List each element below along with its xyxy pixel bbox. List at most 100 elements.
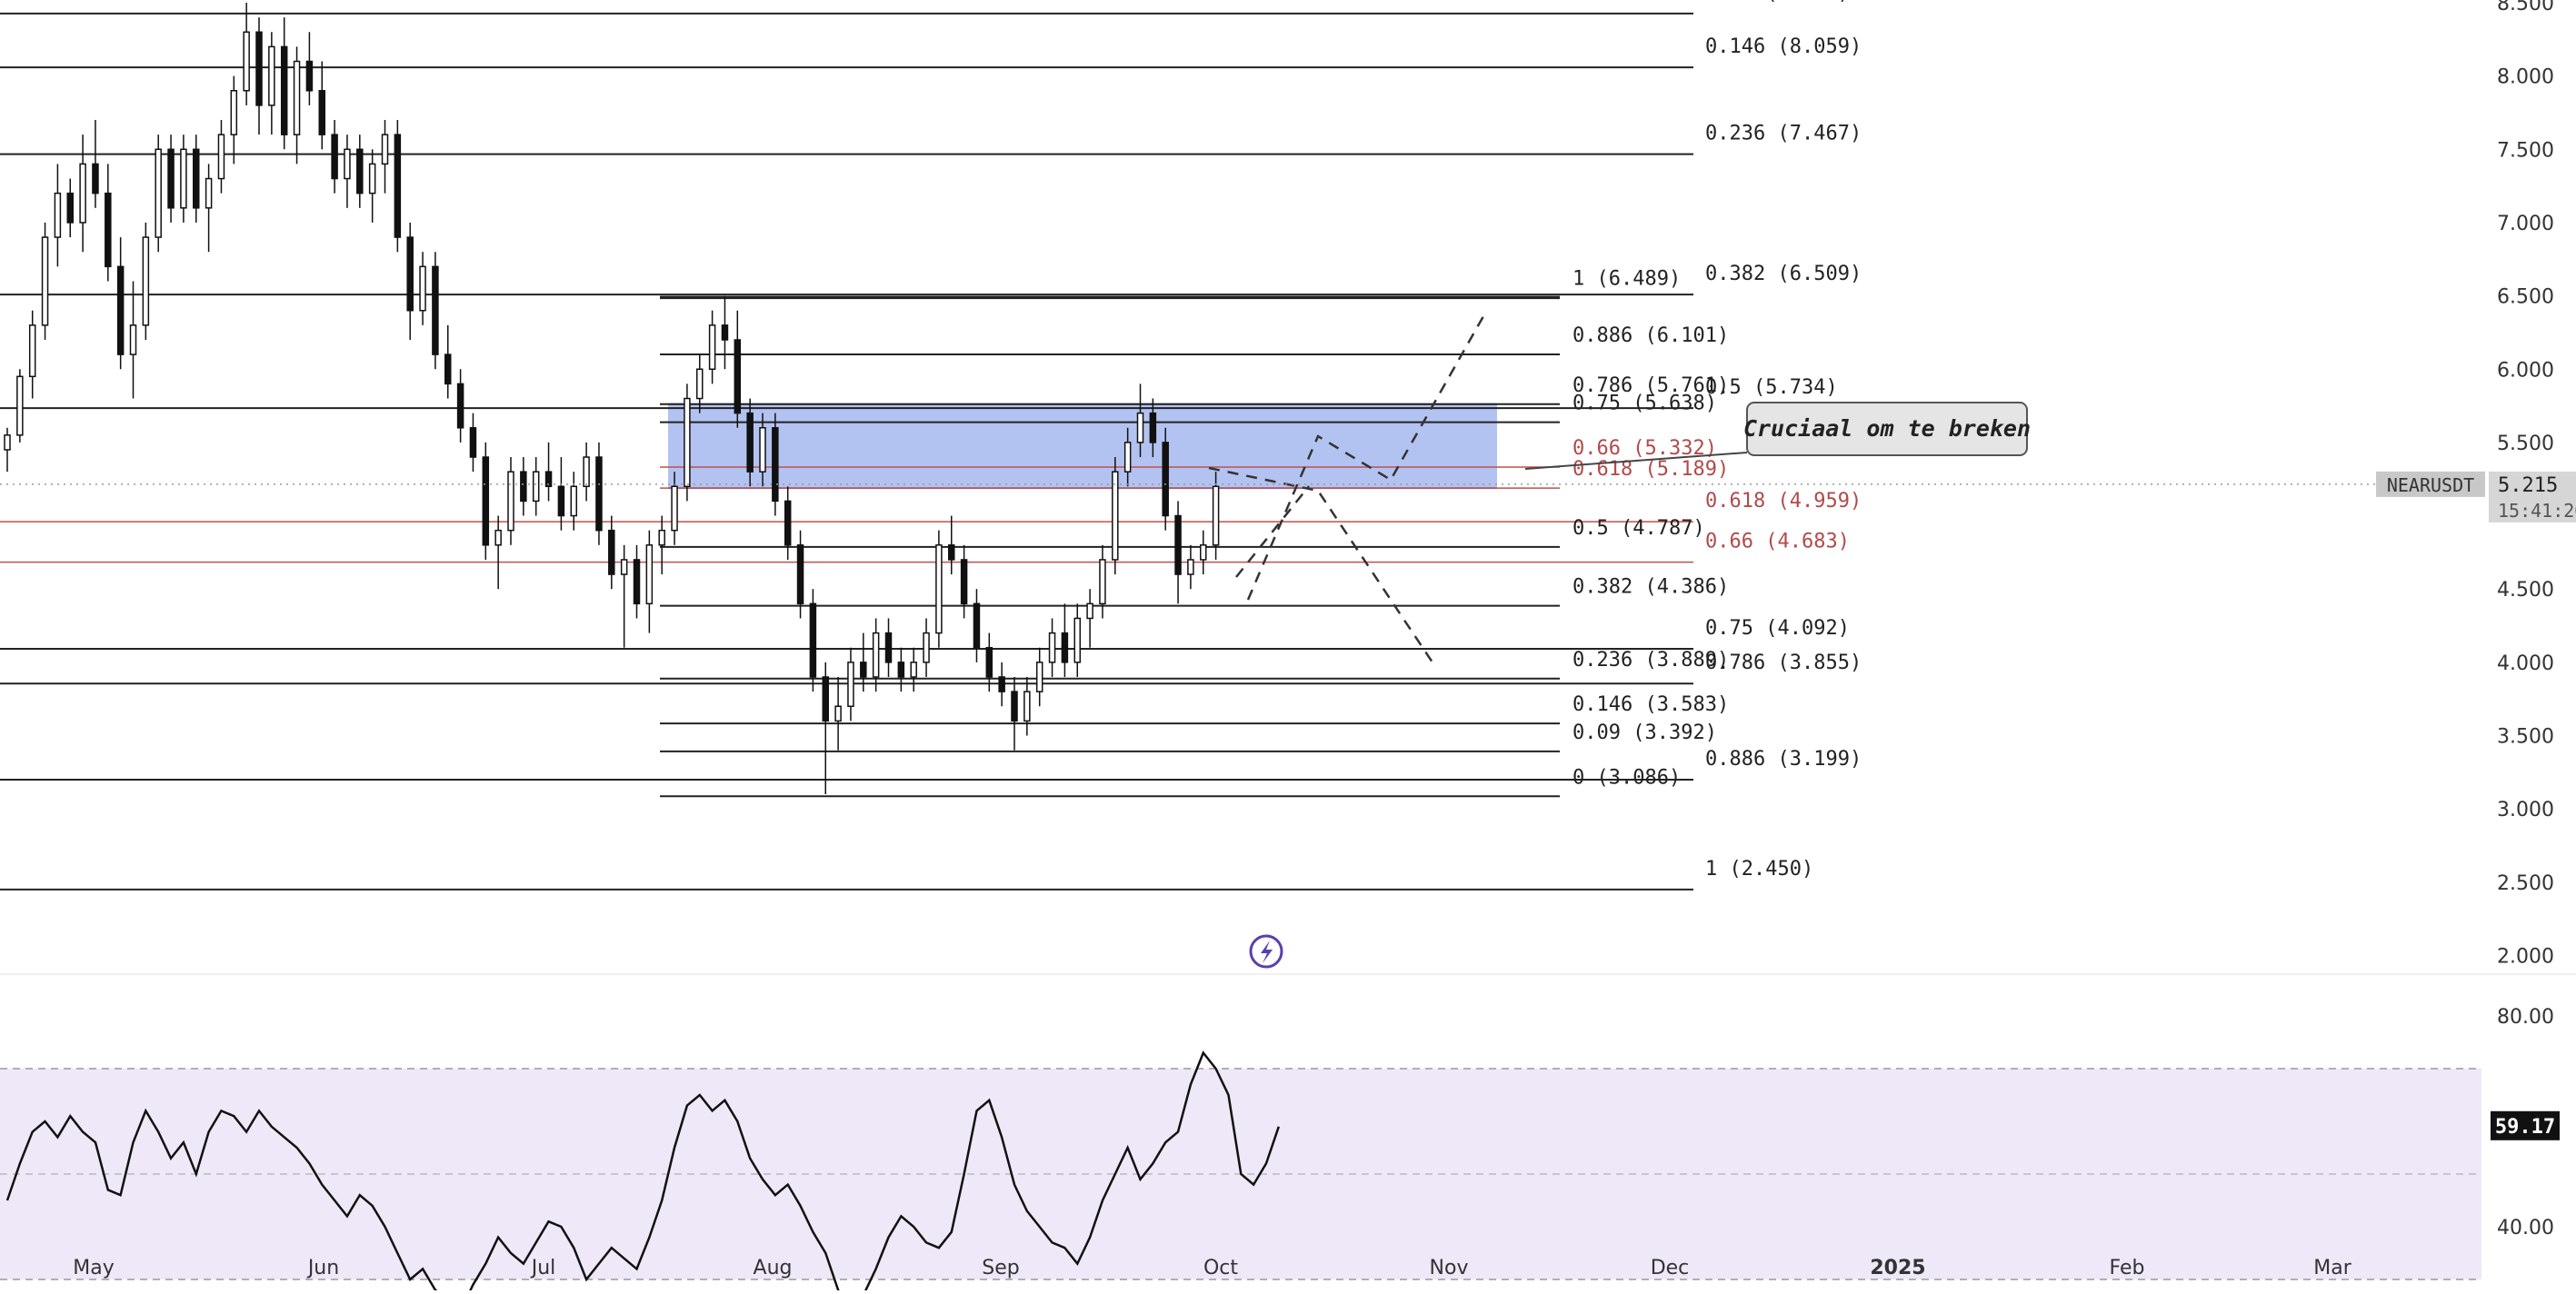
candle-body (1099, 559, 1106, 605)
fib-right-label: 0.75 (5.638) (1573, 393, 1717, 415)
fib-left-label: 0.236 (7.467) (1705, 123, 1862, 145)
time-axis-label: Mar (2313, 1257, 2351, 1279)
candle-body (684, 397, 691, 488)
candle-body (293, 60, 301, 135)
candle-body (544, 471, 553, 488)
highlight-zone (668, 403, 1497, 489)
price-axis-tick: 3.000 (2497, 799, 2554, 821)
candle-body (1011, 691, 1018, 722)
candle-body (155, 148, 162, 238)
candle-body (41, 236, 49, 326)
fib-left-label: 0.146 (8.059) (1705, 35, 1862, 58)
candle-body (1187, 559, 1194, 575)
candle-body (834, 705, 842, 722)
candle-body (167, 148, 175, 209)
lightning-icon-glyph (1261, 941, 1273, 963)
candle-body (923, 632, 930, 663)
candle-body (1048, 632, 1056, 663)
candle-body (230, 90, 238, 135)
candle-body (268, 45, 275, 106)
callout-box (1746, 402, 2028, 456)
fib-left-label: 0.618 (4.959) (1705, 490, 1862, 513)
candle-body (129, 324, 137, 355)
price-axis-tick: 7.500 (2497, 139, 2554, 162)
candle-body (985, 646, 993, 678)
callout-pointer (1524, 452, 1748, 470)
projection-up-path (1246, 315, 1485, 601)
candle-body (708, 324, 716, 370)
candle-body (998, 676, 1005, 692)
candle-body (620, 559, 628, 575)
time-axis-label: Feb (2110, 1257, 2145, 1279)
candle-body (1174, 514, 1182, 575)
price-axis-tick: 5.500 (2497, 433, 2554, 455)
candle-body (205, 177, 213, 209)
candle-body (482, 456, 490, 546)
fib-right-label: 0.09 (3.392) (1573, 722, 1717, 744)
candle-body (658, 529, 665, 546)
candle-body (318, 90, 325, 135)
price-axis-tick: 6.000 (2497, 359, 2554, 382)
fib-right-label: 0 (3.086) (1573, 766, 1681, 789)
candle-body (432, 265, 439, 355)
callout-text: Cruciaal om te breken (1743, 415, 2031, 442)
fib-left-label: 0.5 (5.734) (1705, 376, 1838, 399)
price-axis-tick: 2.000 (2497, 945, 2554, 968)
candle-body (759, 427, 766, 473)
price-axis-tick: 8.000 (2497, 66, 2554, 89)
candle-body (772, 427, 779, 503)
candle-body (884, 632, 893, 663)
candle-body (570, 485, 577, 517)
price-axis-tick: 2.500 (2497, 872, 2554, 895)
price-axis-tick: 4.000 (2497, 652, 2554, 675)
candle-body (456, 383, 464, 429)
fib-right-label: 1 (6.489) (1573, 267, 1681, 290)
candle-body (1023, 691, 1031, 722)
fib-left-label: 0.382 (6.509) (1705, 263, 1862, 285)
price-axis-tick: 6.500 (2497, 286, 2554, 309)
candle-body (507, 471, 514, 532)
rsi-axis-tick: 40.00 (2497, 1217, 2554, 1239)
price-axis-tick: 8.500 (2497, 0, 2554, 15)
projection-mid-path (1235, 485, 1310, 578)
fib-right-label: 0.618 (5.189) (1573, 458, 1729, 481)
symbol-tag (2376, 471, 2485, 497)
time-axis-label: 2025 (1870, 1257, 1925, 1279)
time-axis-label: Nov (1430, 1257, 1469, 1279)
candle-body (872, 632, 880, 678)
fib-left-label: 0.786 (3.855) (1705, 652, 1862, 674)
candle-body (532, 471, 540, 503)
fib-left-label: 0.886 (3.199) (1705, 748, 1862, 771)
last-price-tag (2489, 471, 2576, 523)
candle-body (809, 602, 817, 678)
candle-body (4, 434, 11, 451)
candle-body (494, 529, 502, 546)
time-axis-label: May (73, 1257, 114, 1279)
fib-left-label: 0.75 (4.092) (1705, 617, 1850, 640)
candle-body (116, 265, 125, 355)
candle-body (583, 456, 590, 488)
candle-body (935, 544, 943, 634)
fib-right-label: 0.5 (4.787) (1573, 517, 1705, 540)
candle-body (671, 485, 678, 532)
candle-body (1212, 485, 1220, 546)
rsi-last-tag (2491, 1110, 2560, 1140)
candle-body (28, 324, 36, 378)
projection-down-path (1208, 466, 1438, 669)
rsi-last-label: 59.17 (2495, 1116, 2555, 1139)
candle-body (948, 544, 955, 561)
candle-body (1073, 617, 1081, 663)
candle-body (92, 163, 99, 194)
fib-left-label: 0.09 (8.426) (1705, 0, 1850, 5)
time-axis-label: Jun (306, 1257, 339, 1279)
candle-body (1200, 544, 1207, 561)
candle-body (1112, 471, 1119, 561)
candle-body (217, 134, 225, 180)
price-axis-tick: 4.500 (2497, 579, 2554, 602)
rsi-line (5, 1050, 1280, 1294)
candle-body (595, 456, 603, 532)
candle-body (394, 134, 402, 238)
fib-right-label: 0.236 (3.889) (1573, 649, 1729, 672)
candle-body (105, 192, 112, 268)
